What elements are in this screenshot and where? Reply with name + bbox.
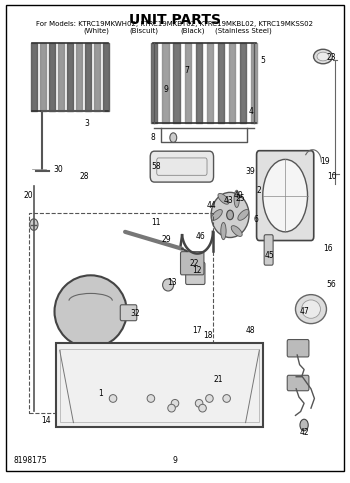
Ellipse shape: [163, 279, 174, 291]
Ellipse shape: [199, 404, 206, 412]
Ellipse shape: [168, 404, 175, 412]
Ellipse shape: [295, 295, 327, 324]
Ellipse shape: [234, 190, 239, 208]
Text: 56: 56: [327, 281, 336, 289]
Text: 22: 22: [189, 259, 199, 268]
Ellipse shape: [195, 399, 203, 407]
Ellipse shape: [317, 52, 329, 61]
Text: For Models: KTRC19MKWH02, KTRC19MKBT02, KTRC19MKBL02, KTRC19MKSS02: For Models: KTRC19MKWH02, KTRC19MKBT02, …: [36, 21, 314, 27]
Ellipse shape: [55, 275, 127, 348]
FancyBboxPatch shape: [257, 151, 314, 241]
Text: 5: 5: [260, 56, 265, 65]
Circle shape: [300, 419, 308, 431]
Ellipse shape: [314, 49, 332, 64]
Text: 29: 29: [162, 235, 171, 243]
Text: 23: 23: [327, 54, 336, 62]
Ellipse shape: [238, 210, 249, 220]
Text: 45: 45: [265, 252, 274, 260]
Text: 40: 40: [234, 191, 244, 200]
FancyBboxPatch shape: [287, 375, 309, 391]
Text: 32: 32: [131, 310, 140, 318]
Ellipse shape: [223, 395, 230, 402]
Text: 18: 18: [203, 331, 212, 340]
Text: 9: 9: [164, 85, 169, 94]
Text: (Black): (Black): [180, 27, 204, 33]
Text: (Stainless Steel): (Stainless Steel): [216, 27, 272, 33]
Ellipse shape: [171, 399, 179, 407]
Text: 8198175: 8198175: [13, 455, 47, 465]
Text: 30: 30: [53, 165, 63, 173]
Text: UNIT PARTS: UNIT PARTS: [129, 13, 221, 27]
Ellipse shape: [263, 159, 308, 232]
Text: 48: 48: [246, 327, 256, 335]
Text: 21: 21: [213, 375, 223, 384]
FancyBboxPatch shape: [181, 252, 204, 275]
Text: 3: 3: [85, 119, 90, 128]
FancyBboxPatch shape: [120, 305, 137, 321]
FancyBboxPatch shape: [264, 235, 273, 265]
Text: 10: 10: [327, 172, 336, 181]
Ellipse shape: [211, 192, 249, 238]
Text: 17: 17: [193, 327, 202, 335]
Text: 43: 43: [224, 196, 233, 205]
Text: 47: 47: [299, 307, 309, 316]
Text: 46: 46: [196, 232, 206, 241]
Text: 14: 14: [41, 416, 51, 425]
FancyBboxPatch shape: [287, 340, 309, 357]
Text: 28: 28: [79, 172, 89, 181]
Text: 42: 42: [299, 428, 309, 437]
Text: 58: 58: [151, 162, 161, 171]
Ellipse shape: [218, 194, 229, 204]
Text: 25: 25: [236, 194, 245, 202]
Text: 8: 8: [150, 133, 155, 142]
Ellipse shape: [231, 226, 242, 236]
Ellipse shape: [109, 395, 117, 402]
Text: (White): (White): [83, 27, 109, 33]
Ellipse shape: [221, 222, 226, 240]
FancyBboxPatch shape: [150, 151, 214, 182]
Bar: [56, 343, 263, 427]
Bar: [29, 213, 213, 413]
Text: 12: 12: [193, 266, 202, 275]
Text: 20: 20: [24, 191, 34, 200]
Text: 11: 11: [151, 218, 161, 227]
Text: 4: 4: [248, 107, 253, 115]
Circle shape: [227, 210, 233, 220]
Ellipse shape: [211, 210, 222, 220]
Text: 16: 16: [323, 244, 333, 253]
Text: 39: 39: [246, 167, 256, 176]
Ellipse shape: [301, 300, 321, 318]
Circle shape: [170, 133, 177, 142]
Text: 19: 19: [320, 157, 330, 166]
Text: 6: 6: [253, 215, 258, 224]
Text: 2: 2: [257, 186, 262, 195]
Bar: [60, 349, 259, 422]
Ellipse shape: [206, 395, 213, 402]
Circle shape: [30, 219, 38, 230]
Text: 7: 7: [184, 66, 189, 74]
Text: 1: 1: [99, 389, 103, 398]
Text: 44: 44: [206, 201, 216, 210]
Ellipse shape: [147, 395, 155, 402]
Text: 13: 13: [167, 278, 176, 287]
Text: (Biscuit): (Biscuit): [130, 27, 159, 33]
FancyBboxPatch shape: [186, 262, 205, 284]
Text: 9: 9: [173, 455, 177, 465]
